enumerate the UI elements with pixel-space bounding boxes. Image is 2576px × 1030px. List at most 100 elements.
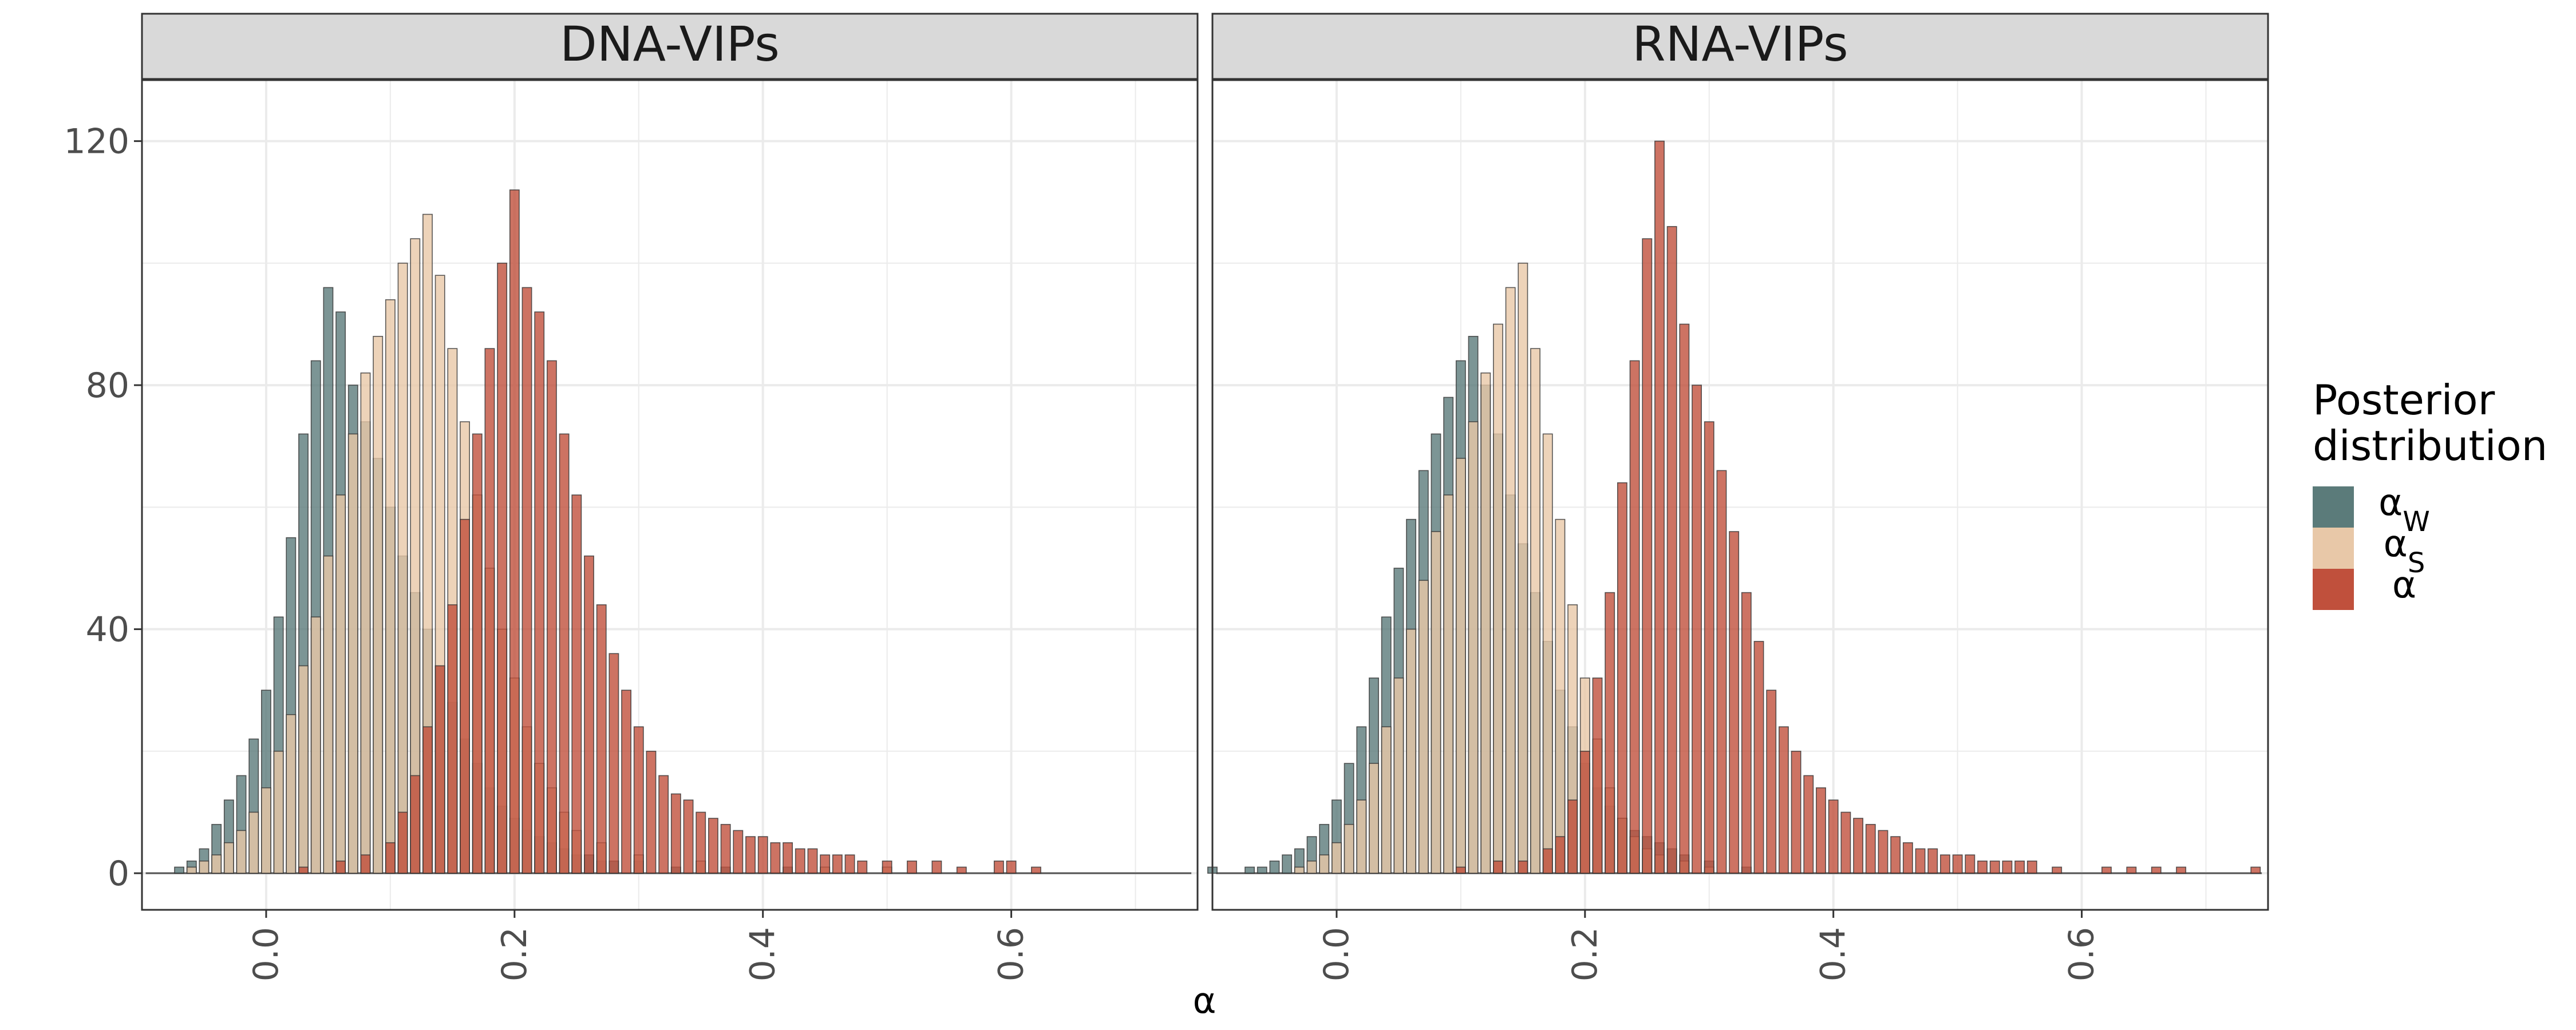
histogram-bar [1518, 263, 1528, 874]
histogram-bar [509, 189, 520, 874]
histogram-bar [1617, 482, 1627, 874]
histogram-bar [670, 793, 681, 874]
histogram-bar [1579, 750, 1590, 874]
series-a [1455, 140, 2261, 874]
histogram-bar [1940, 854, 1950, 874]
histogram-bar [783, 842, 793, 874]
histogram-bar [1418, 580, 1429, 874]
histogram-bar [1902, 842, 1913, 874]
histogram-bar [397, 263, 408, 874]
histogram-bar [484, 348, 495, 874]
histogram-bar [1282, 854, 1293, 874]
histogram-bar [757, 836, 768, 874]
histogram-bar [2101, 866, 2112, 874]
histogram-bar [422, 726, 433, 874]
y-tick-label: 40 [86, 610, 129, 650]
histogram-bar [1692, 385, 1702, 874]
y-tick-label: 80 [86, 366, 129, 406]
histogram-bar [2026, 860, 2037, 874]
histogram-bar [1031, 866, 1041, 874]
histogram-bar [1791, 750, 1801, 874]
histogram-bar [1865, 823, 1876, 874]
x-tick-label: 0.2 [495, 927, 535, 981]
histogram-bar [882, 860, 892, 874]
histogram-bar [1989, 860, 2000, 874]
histogram-bar [1753, 641, 1764, 874]
histogram-bar [1344, 823, 1354, 874]
histogram-bar [993, 860, 1004, 874]
histogram-bar [1480, 372, 1491, 874]
histogram-bar [335, 494, 346, 874]
histogram-bar [596, 604, 607, 874]
histogram-bar [1555, 836, 1566, 874]
histogram-bar [1306, 860, 1317, 874]
histogram-bar [733, 830, 744, 874]
x-tick-label: 0.2 [1565, 927, 1605, 981]
y-tick-label: 0 [108, 854, 129, 894]
histogram-bar [310, 616, 321, 874]
histogram-bar [1679, 323, 1690, 874]
histogram-bar [770, 842, 781, 874]
histogram-bar [609, 653, 619, 874]
histogram-bar [211, 854, 222, 874]
histogram-bar [410, 775, 421, 874]
series-a [298, 189, 1041, 874]
histogram-bar [1493, 323, 1503, 874]
histogram-bar [1952, 854, 1963, 874]
histogram-bar [956, 866, 967, 874]
histogram-bar [1006, 860, 1017, 874]
histogram-bar [720, 823, 731, 874]
x-tick-label: 0.4 [1814, 927, 1854, 981]
histogram-bar [1244, 866, 1255, 874]
histogram-bar [1269, 860, 1280, 874]
legend-title: Posterior [2313, 376, 2495, 424]
histogram-bar [1915, 848, 1926, 874]
histogram-bar [1505, 287, 1516, 874]
legend-label-aw: αW [2379, 482, 2430, 538]
panel-border [141, 79, 1199, 911]
histogram-bar [2176, 866, 2187, 874]
histogram-bar [1778, 726, 1789, 874]
histogram-bar [2250, 866, 2261, 874]
histogram-bar [1468, 421, 1479, 874]
histogram-bar [1803, 775, 1814, 874]
x-tick-label: 0.0 [1317, 927, 1357, 981]
histogram-bar [1455, 866, 1466, 874]
histogram-bar [2002, 860, 2013, 874]
histogram-bar [646, 750, 657, 874]
histogram-bar [1356, 799, 1367, 874]
histogram-bar [1555, 518, 1566, 874]
histogram-bar [1716, 470, 1727, 874]
histogram-bar [1605, 592, 1615, 874]
histogram-bar [385, 842, 396, 874]
histogram-bar [273, 750, 284, 874]
histogram-bar [1666, 226, 1677, 874]
histogram-bar [1406, 628, 1417, 874]
legend-label-a: α [2392, 564, 2416, 607]
histogram-bar [795, 848, 805, 874]
histogram-bar [2052, 866, 2063, 874]
x-tick-label: 0.0 [246, 927, 286, 981]
histogram-bar [1431, 531, 1441, 874]
x-tick-label: 0.6 [991, 927, 1032, 981]
histogram-bar [1257, 866, 1267, 874]
histogram-bar [286, 714, 297, 874]
histogram-bar [261, 787, 271, 874]
histogram-bar [546, 360, 557, 874]
histogram-bar [1319, 854, 1330, 874]
histogram-bar [236, 830, 247, 874]
histogram-bar [347, 433, 358, 874]
histogram-bar [1294, 866, 1305, 874]
histogram-bar [857, 860, 868, 874]
histogram-bar [373, 335, 384, 874]
histogram-bar [832, 854, 843, 874]
legend-key-a [2313, 569, 2354, 610]
facet-title: DNA-VIPs [560, 16, 780, 72]
histogram-bar [1828, 799, 1839, 874]
histogram-bar [1393, 678, 1404, 874]
facet-strip [1211, 13, 2269, 80]
legend-label-as: αS [2384, 523, 2425, 579]
histogram-bar [1890, 836, 1901, 874]
